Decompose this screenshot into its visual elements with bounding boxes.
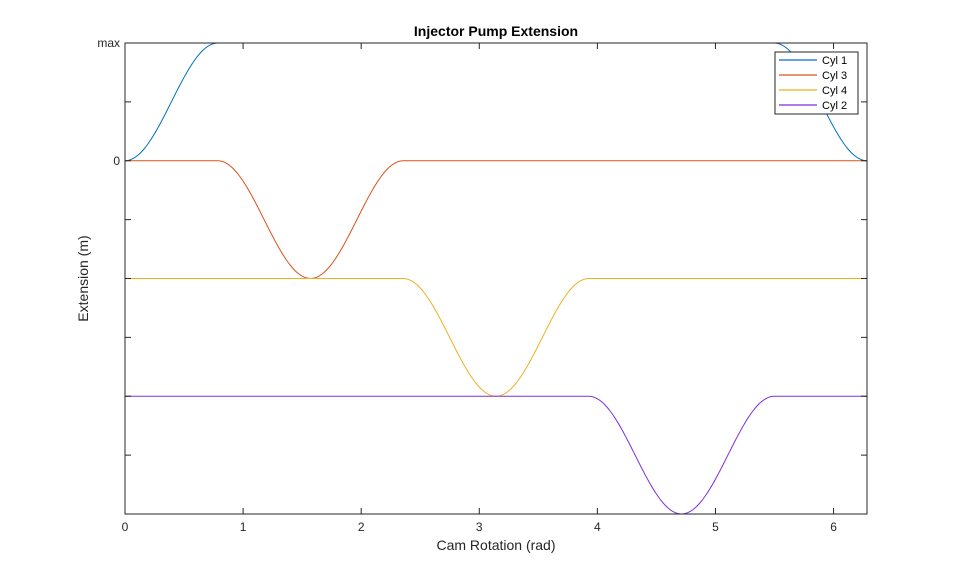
x-tick-label: 0	[122, 520, 129, 534]
y-axis-label: Extension (m)	[75, 235, 91, 321]
x-axis-label: Cam Rotation (rad)	[436, 537, 555, 553]
x-tick-label: 3	[476, 520, 483, 534]
x-tick-label: 4	[594, 520, 601, 534]
legend-box	[774, 51, 859, 115]
legend-label: Cyl 2	[822, 100, 847, 112]
x-tick-label: 1	[240, 520, 247, 534]
x-tick-label: 2	[358, 520, 365, 534]
legend-label: Cyl 1	[822, 55, 847, 67]
legend-label: Cyl 4	[822, 85, 847, 97]
y-tick-label: 0	[113, 154, 120, 168]
axes-layer: 0 1 2 3 4 5 6 0 max	[97, 36, 868, 534]
legend-label: Cyl 3	[822, 70, 847, 82]
x-tick-label: 5	[712, 520, 719, 534]
y-tick-label: max	[97, 36, 120, 50]
x-tick-label: 6	[830, 520, 837, 534]
chart-title: Injector Pump Extension	[414, 23, 578, 39]
legend: Cyl 1 Cyl 3 Cyl 4 Cyl 2	[774, 51, 859, 115]
